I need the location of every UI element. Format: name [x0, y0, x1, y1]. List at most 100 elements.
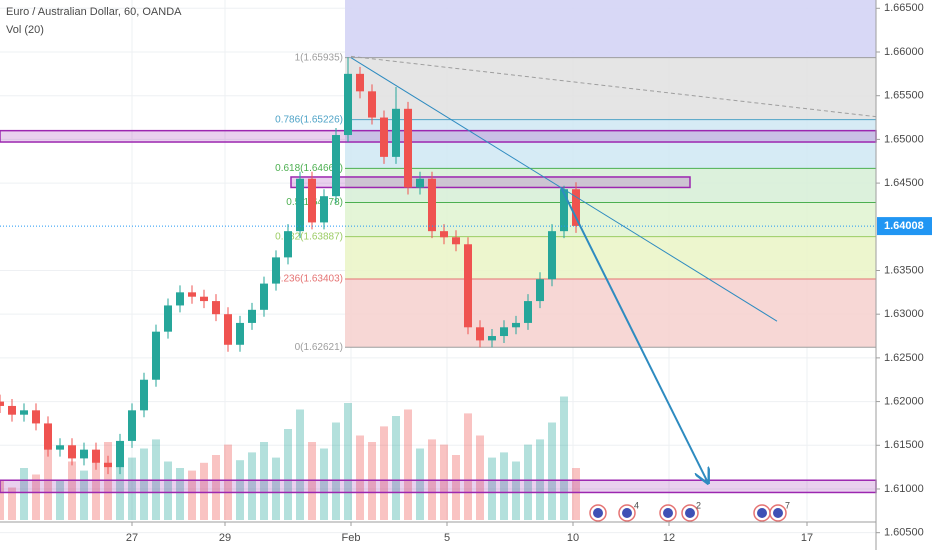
volume-bar	[224, 444, 232, 520]
candle-body	[332, 135, 340, 197]
volume-bar	[0, 481, 4, 520]
volume-bar	[56, 481, 64, 520]
event-flag	[593, 508, 603, 518]
trend-line	[350, 57, 778, 322]
candle-body	[164, 305, 172, 332]
volume-bar	[80, 470, 88, 520]
volume-bar	[524, 444, 532, 520]
zone	[0, 479, 877, 494]
volume-bar	[200, 462, 208, 520]
candle-body	[152, 331, 160, 380]
volume-bar	[140, 448, 148, 520]
candle-body	[0, 401, 4, 406]
volume-bar	[20, 468, 28, 520]
zone	[290, 176, 691, 189]
y-tick-label: 1.63500	[884, 264, 924, 276]
last-price-tag	[877, 217, 932, 236]
event-flag	[757, 508, 767, 518]
candle-body	[68, 445, 76, 459]
event-count: 4	[634, 500, 639, 510]
x-tick-label: 5	[444, 532, 450, 544]
candle-body	[308, 178, 316, 223]
x-tick-label: 10	[567, 532, 579, 544]
candle-body	[236, 322, 244, 345]
volume-bar	[416, 448, 424, 520]
volume-bar	[452, 455, 460, 520]
candle-body	[572, 189, 580, 226]
candle-body	[560, 189, 568, 232]
candle-body	[80, 449, 88, 459]
candle-body	[32, 410, 40, 424]
volume-bar	[500, 452, 508, 520]
candle-body	[320, 196, 328, 223]
fib-zone	[345, 202, 876, 237]
x-tick-label: 12	[663, 532, 675, 544]
volume-bar	[92, 455, 100, 520]
candle-body	[224, 314, 232, 345]
volume-bar	[272, 457, 280, 520]
volume-bar	[248, 452, 256, 520]
volume-bar	[548, 422, 556, 520]
x-tick-label: 29	[219, 532, 231, 544]
candle-body	[368, 91, 376, 118]
x-tick-label: Feb	[342, 532, 361, 544]
volume-bar	[128, 457, 136, 520]
fib-zone	[345, 278, 876, 348]
fib-zone	[345, 57, 876, 120]
candle-body	[536, 279, 544, 302]
volume-bar	[512, 461, 520, 520]
last-price-label: 1.64008	[884, 220, 924, 232]
candle-body	[392, 108, 400, 157]
candle-body	[44, 423, 52, 450]
plot-area: 1(1.65935) 0.786(1.65226) 0.618(1.64669) 0.…	[0, 0, 877, 534]
candle-body	[296, 178, 304, 232]
fib-top-zone	[345, 0, 876, 58]
volume-bar	[344, 403, 352, 520]
candle-body	[260, 283, 268, 310]
volume-bar	[308, 442, 316, 520]
y-tick-label: 1.65000	[884, 133, 924, 145]
candle-body	[464, 244, 472, 328]
volume-bar	[320, 448, 328, 520]
candle-body	[56, 445, 64, 450]
candle-body	[20, 410, 28, 415]
volume-bar	[212, 455, 220, 520]
volume-bar	[104, 442, 112, 520]
y-tick-label: 1.66500	[884, 2, 924, 14]
volume-bar	[476, 435, 484, 520]
x-tick-label: 27	[126, 532, 138, 544]
volume-bar	[356, 435, 364, 520]
candle-body	[272, 257, 280, 284]
candle-body	[428, 178, 436, 232]
volume-bar	[8, 487, 16, 520]
event-flag	[663, 508, 673, 518]
y-tick-label: 1.61000	[884, 483, 924, 495]
volume-bar	[164, 461, 172, 520]
event-flag	[773, 508, 783, 518]
candle-body	[104, 462, 112, 468]
y-tick-label: 1.62000	[884, 395, 924, 407]
candle-body	[140, 379, 148, 411]
candle-body	[440, 231, 448, 238]
event-count: 7	[785, 500, 790, 510]
event-count: 2	[696, 500, 701, 510]
candle-body	[188, 292, 196, 297]
y-tick-label: 1.63000	[884, 308, 924, 320]
volume-bar	[32, 474, 40, 520]
candle-body	[200, 296, 208, 302]
candle-body	[512, 322, 520, 328]
candle-body	[212, 301, 220, 315]
candle-body	[452, 237, 460, 245]
y-tick-label: 1.62500	[884, 352, 924, 364]
volume-bar	[188, 470, 196, 520]
candle-body	[8, 405, 16, 415]
volume-bar	[560, 396, 568, 520]
candle-body	[116, 440, 124, 468]
fib-label: 0(1.62621)	[295, 342, 343, 353]
candle-body	[416, 178, 424, 188]
volume-label: Vol (20)	[6, 24, 44, 36]
y-tick-label: 1.65500	[884, 90, 924, 102]
candle-body	[128, 410, 136, 441]
fib-label: 0.618(1.64669)	[275, 163, 343, 174]
